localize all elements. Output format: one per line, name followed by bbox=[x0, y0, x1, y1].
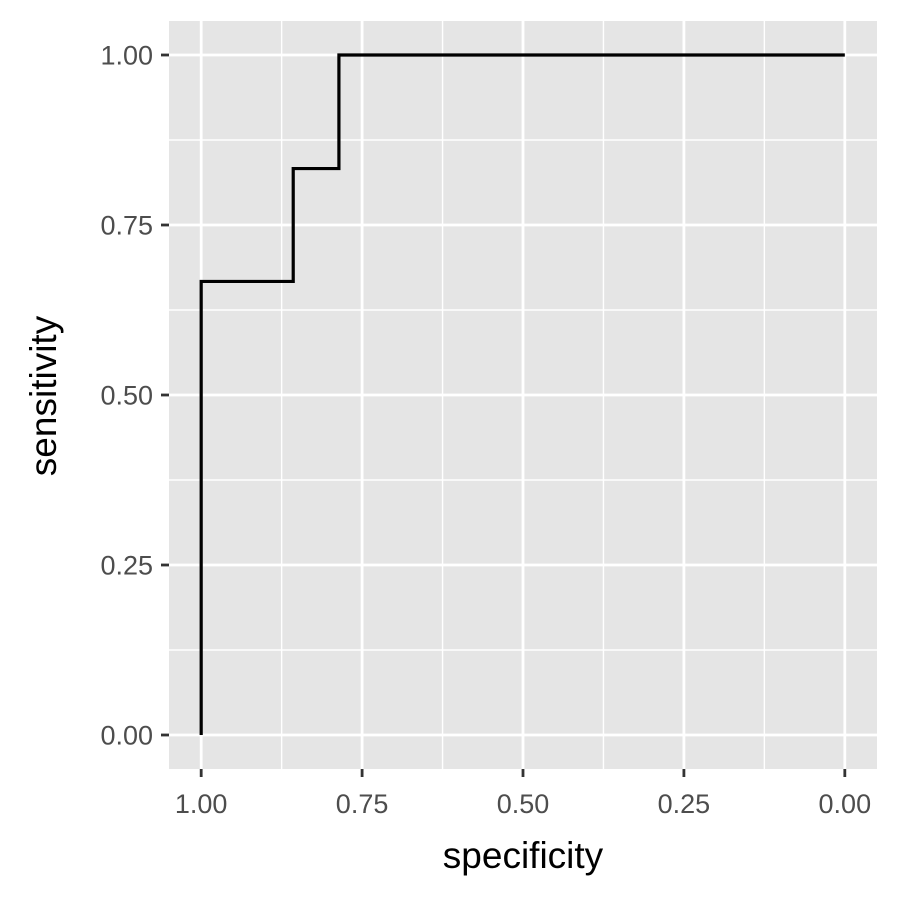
x-tick-label: 0.25 bbox=[658, 789, 711, 819]
y-tick-label: 0.75 bbox=[100, 211, 153, 241]
series-layer bbox=[199, 53, 845, 735]
y-tick-label: 1.00 bbox=[100, 41, 153, 71]
major-gridlines bbox=[169, 21, 877, 769]
y-tick-label: 0.00 bbox=[100, 721, 153, 751]
x-axis-title: specificity bbox=[443, 835, 604, 876]
x-tick-label: 0.75 bbox=[336, 789, 389, 819]
y-axis-title: sensitivity bbox=[23, 315, 64, 476]
y-axis: 0.00 0.25 0.50 0.75 1.00 bbox=[100, 41, 169, 751]
roc-curve-line bbox=[199, 53, 845, 735]
x-tick-label: 0.50 bbox=[497, 789, 550, 819]
y-tick-label: 0.50 bbox=[100, 381, 153, 411]
x-tick-label: 0.00 bbox=[819, 789, 872, 819]
y-tick-label: 0.25 bbox=[100, 551, 153, 581]
x-axis: 1.00 0.75 0.50 0.25 0.00 bbox=[175, 769, 871, 819]
x-tick-label: 1.00 bbox=[175, 789, 228, 819]
